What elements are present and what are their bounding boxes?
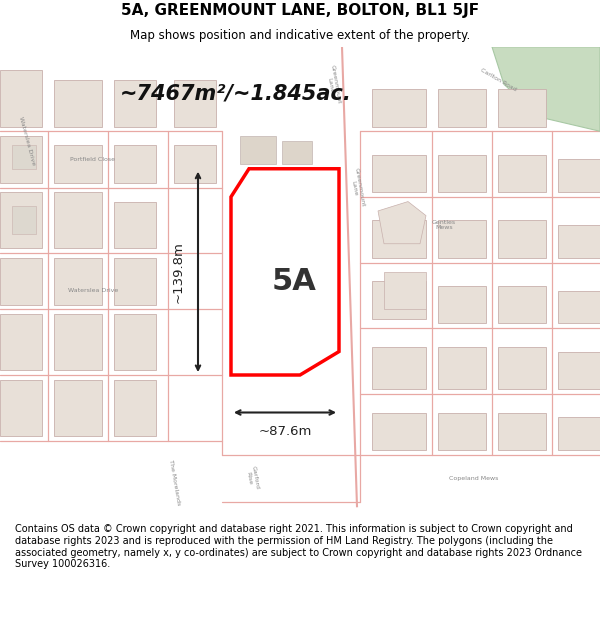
- Bar: [114, 79, 156, 126]
- Bar: [498, 347, 546, 389]
- Bar: [558, 159, 600, 192]
- Bar: [372, 412, 426, 450]
- Bar: [372, 89, 426, 126]
- Bar: [54, 192, 102, 248]
- Polygon shape: [492, 47, 600, 131]
- Bar: [0, 379, 42, 436]
- Bar: [372, 281, 426, 319]
- Bar: [558, 225, 600, 258]
- Polygon shape: [231, 169, 339, 375]
- Bar: [54, 379, 102, 436]
- Text: Greenmount
Lane: Greenmount Lane: [348, 167, 366, 208]
- Bar: [0, 258, 42, 304]
- Bar: [0, 70, 42, 126]
- Polygon shape: [384, 272, 426, 309]
- Bar: [0, 314, 42, 370]
- Bar: [558, 351, 600, 389]
- Text: Contains OS data © Crown copyright and database right 2021. This information is : Contains OS data © Crown copyright and d…: [15, 524, 582, 569]
- Bar: [174, 145, 216, 182]
- Text: Garford
Rise: Garford Rise: [245, 466, 259, 491]
- Bar: [438, 154, 486, 192]
- Bar: [498, 220, 546, 258]
- Text: Greenmount
Lane: Greenmount Lane: [324, 64, 342, 105]
- Bar: [558, 418, 600, 450]
- Text: 5A: 5A: [272, 267, 316, 296]
- Bar: [114, 258, 156, 304]
- Text: Waterslea Drive: Waterslea Drive: [18, 116, 36, 166]
- Bar: [0, 136, 42, 182]
- Bar: [558, 291, 600, 324]
- Bar: [438, 220, 486, 258]
- Polygon shape: [378, 201, 426, 244]
- Text: Carlton Road: Carlton Road: [479, 68, 517, 92]
- Bar: [438, 347, 486, 389]
- Text: 5A, GREENMOUNT LANE, BOLTON, BL1 5JF: 5A, GREENMOUNT LANE, BOLTON, BL1 5JF: [121, 2, 479, 18]
- Bar: [498, 286, 546, 324]
- Bar: [438, 286, 486, 324]
- Text: Gentles
Mews: Gentles Mews: [432, 219, 456, 231]
- Bar: [288, 216, 312, 234]
- Bar: [240, 136, 276, 164]
- Bar: [252, 258, 282, 281]
- Text: Waterslea Drive: Waterslea Drive: [68, 288, 118, 293]
- Bar: [114, 145, 156, 182]
- Bar: [114, 201, 156, 248]
- Text: Copeland Mews: Copeland Mews: [449, 476, 499, 481]
- Bar: [54, 145, 102, 182]
- Text: ~87.6m: ~87.6m: [259, 425, 311, 438]
- Text: ~7467m²/~1.845ac.: ~7467m²/~1.845ac.: [120, 84, 352, 104]
- Bar: [372, 347, 426, 389]
- Bar: [438, 412, 486, 450]
- Text: Portfield Close: Portfield Close: [71, 157, 115, 162]
- Bar: [54, 258, 102, 304]
- Bar: [498, 89, 546, 126]
- Bar: [282, 141, 312, 164]
- Bar: [294, 314, 324, 338]
- Bar: [372, 154, 426, 192]
- Bar: [252, 309, 282, 328]
- Bar: [114, 314, 156, 370]
- Bar: [54, 79, 102, 126]
- Polygon shape: [12, 206, 36, 234]
- Bar: [0, 192, 42, 248]
- Text: ~139.8m: ~139.8m: [172, 241, 185, 302]
- Text: Map shows position and indicative extent of the property.: Map shows position and indicative extent…: [130, 29, 470, 42]
- Bar: [54, 314, 102, 370]
- Bar: [498, 412, 546, 450]
- Bar: [174, 79, 216, 126]
- Bar: [114, 379, 156, 436]
- Text: The Morelands: The Morelands: [167, 459, 181, 506]
- Bar: [438, 89, 486, 126]
- Bar: [300, 262, 324, 281]
- Bar: [498, 154, 546, 192]
- Bar: [372, 220, 426, 258]
- Polygon shape: [12, 145, 36, 169]
- Bar: [246, 197, 276, 220]
